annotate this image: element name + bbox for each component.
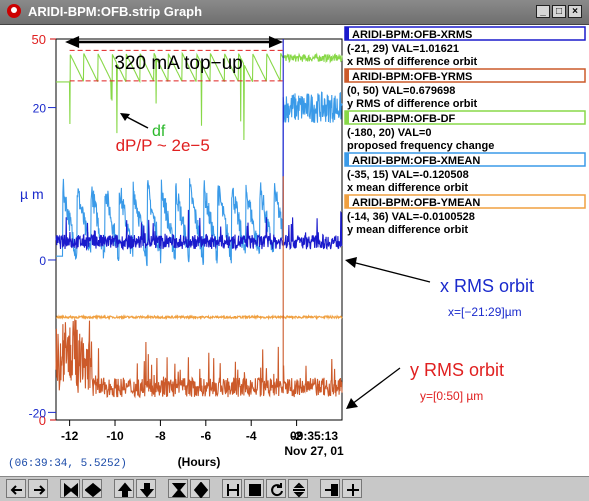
pan-left-icon [10, 485, 22, 495]
yrms-range-label: y=[0:50] µm [420, 389, 483, 403]
legend-range: (-14, 36) VAL=-0.0100528 [347, 211, 475, 223]
y-tick-label-red: 0 [39, 413, 46, 428]
toolbar [0, 476, 589, 501]
zoom-in-y-icon [171, 483, 187, 497]
pan-up-icon [117, 482, 133, 497]
legend-swatch [345, 153, 349, 166]
df-arrow-icon [120, 113, 130, 121]
legend-pv-name: ARIDI-BPM:OFB-YMEAN [352, 197, 480, 209]
y-adjust-icon [293, 482, 305, 498]
coordinate-readout: (06:39:34, 5.5252) [8, 458, 127, 470]
pan-up-button[interactable] [114, 479, 134, 498]
legend-description: y RMS of difference orbit [347, 98, 478, 110]
legend-range: (-35, 15) VAL=-0.120508 [347, 169, 469, 181]
legend-pv-name: ARIDI-BPM:OFB-YRMS [352, 71, 472, 83]
pan-right-button[interactable] [28, 479, 48, 498]
maximize-button[interactable]: □ [552, 5, 566, 18]
close-button[interactable]: × [568, 5, 582, 18]
zoom-in-y-button[interactable] [168, 479, 188, 498]
y-tick-label-blue: 0 [39, 254, 46, 268]
yrms-label: y RMS orbit [410, 360, 504, 380]
legend-pv-name: ARIDI-BPM:OFB-XMEAN [352, 155, 480, 167]
y-tick-label-blue: 20 [33, 102, 47, 116]
df-label: df [152, 123, 166, 140]
x-tick-label: -10 [106, 429, 124, 443]
yrms-arrow-line [351, 367, 401, 405]
fill-icon [249, 484, 261, 496]
legend-description: proposed frequency change [347, 140, 494, 152]
legend-swatch [345, 195, 349, 208]
series-line-aridi-bpm-ofb-yrms [55, 176, 343, 399]
x-end-label: 09:35:13 [290, 429, 338, 443]
series-line-aridi-bpm-ofb-ymean [55, 313, 343, 321]
zoom-out-y-button[interactable] [190, 479, 210, 498]
zoom-out-x-button[interactable] [82, 479, 102, 498]
xrms-label: x RMS orbit [440, 276, 534, 296]
series-line-aridi-bpm-ofb-xmean [56, 91, 343, 267]
x-tick-label: -4 [246, 429, 257, 443]
y-tick-label-blue: -20 [29, 406, 47, 420]
crosshair-icon [347, 484, 359, 496]
xrms-arrow-icon [345, 257, 357, 268]
x-tick-label: -2 [291, 429, 302, 443]
legend-swatch [345, 69, 349, 82]
y-adjust-button[interactable] [288, 479, 308, 498]
y-tick-label-red: 50 [32, 32, 46, 47]
legend-description: y mean difference orbit [347, 224, 468, 236]
series-line-aridi-bpm-ofb-df [56, 51, 343, 141]
topup-label: 320 mA top−up [114, 53, 242, 74]
date-label: Nov 27, 01 [284, 444, 344, 458]
zoom-in-x-button[interactable] [60, 479, 80, 498]
pan-down-icon [139, 483, 155, 498]
df-arrow-line [124, 115, 149, 129]
topup-arrow-left-icon [65, 36, 80, 48]
autoscale-button[interactable] [222, 479, 242, 498]
window-title: ARIDI-BPM:OFB.strip Graph [28, 4, 203, 19]
crosshair-button[interactable] [342, 479, 362, 498]
yrms-arrow-icon [346, 398, 358, 409]
legend-swatch [345, 111, 349, 124]
refresh-button[interactable] [266, 479, 286, 498]
data-icon [325, 484, 338, 496]
legend-description: x mean difference orbit [347, 182, 468, 194]
x-axis-label: (Hours) [178, 455, 221, 469]
pan-down-button[interactable] [136, 479, 156, 498]
legend-swatch [345, 27, 349, 40]
xrms-arrow-line [351, 261, 431, 283]
zoom-out-y-icon [193, 482, 209, 498]
title-bar[interactable]: ARIDI-BPM:OFB.strip Graph _ □ × [0, 0, 589, 25]
zoom-out-x-icon [85, 482, 101, 498]
x-tick-label: -8 [155, 429, 166, 443]
data-button[interactable] [320, 479, 340, 498]
legend-range: (-21, 29) VAL=1.01621 [347, 43, 459, 55]
legend-description: x RMS of difference orbit [347, 56, 478, 68]
unit-label: µ m [20, 186, 44, 202]
refresh-icon [271, 483, 283, 497]
fill-button[interactable] [244, 479, 264, 498]
minimize-button[interactable]: _ [536, 5, 550, 18]
x-tick-label: -6 [200, 429, 211, 443]
zoom-in-x-icon [64, 482, 78, 498]
xrms-range-label: x=[−21:29]µm [448, 305, 522, 319]
pan-right-icon [34, 485, 46, 495]
pan-left-button[interactable] [6, 479, 26, 498]
legend-pv-name: ARIDI-BPM:OFB-DF [352, 113, 456, 125]
topup-arrow-right-icon [268, 36, 283, 48]
legend-pv-name: ARIDI-BPM:OFB-XRMS [352, 29, 472, 41]
x-tick-label: -12 [61, 429, 79, 443]
app-logo-icon [7, 4, 21, 18]
autoscale-icon [227, 484, 239, 496]
series-line-aridi-bpm-ofb-xrms [55, 39, 343, 252]
dpp-label: dP/P ~ 2e−5 [116, 136, 210, 155]
legend-range: (0, 50) VAL=0.679698 [347, 85, 455, 97]
legend-range: (-180, 20) VAL=0 [347, 127, 431, 139]
